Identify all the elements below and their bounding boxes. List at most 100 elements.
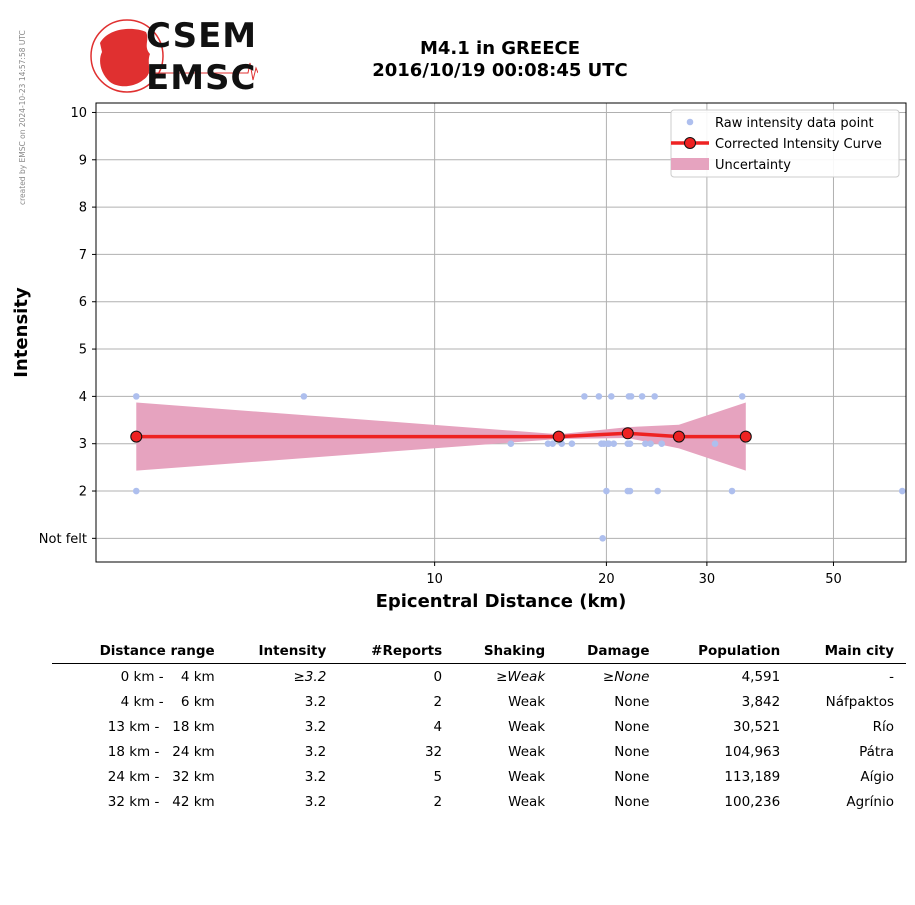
corrected-intensity-point — [672, 430, 685, 443]
y-tick-label: 8 — [79, 201, 87, 216]
raw-data-point — [728, 487, 736, 495]
intensity-chart: Not felt 2 3 4 5 6 7 8 9 10 10 20 30 50 Epicentral Di… — [11, 102, 907, 612]
plot-frame — [95, 102, 907, 563]
table-cell-range: 24 km - 32 km — [107, 768, 215, 785]
y-tick-label: 10 — [70, 106, 87, 121]
table-cell-intensity: ≥3.2 — [293, 668, 327, 685]
table-cell-range: 32 km - 42 km — [107, 793, 215, 810]
table-cell-damage: ≥None — [602, 668, 650, 685]
table-cell-population: 4,591 — [741, 668, 781, 685]
raw-data-point — [711, 440, 719, 448]
y-tick-label: 9 — [79, 153, 87, 168]
raw-data-point — [132, 393, 140, 400]
logo-text-emsc: EMSC — [146, 58, 257, 98]
table-row: 24 km - 32 km 3.2 5 Weak None 113,189 Aígio — [52, 764, 906, 789]
raw-data-point — [608, 393, 615, 400]
y-tick-label: 3 — [79, 437, 87, 452]
table-cell-range: 4 km - 6 km — [120, 693, 215, 710]
table-cell-range: 0 km - 4 km — [120, 668, 215, 685]
table-cell-range: 13 km - 18 km — [107, 718, 215, 735]
table-cell-shaking: Weak — [508, 718, 546, 735]
table-cell-intensity: 3.2 — [304, 768, 327, 785]
table-cell-shaking: Weak — [508, 693, 546, 710]
x-tick-label: 10 — [426, 572, 443, 587]
table-cell-damage: None — [614, 718, 650, 735]
raw-data-point — [651, 393, 658, 400]
raw-data-point — [610, 440, 618, 448]
raw-data-point — [507, 440, 515, 448]
raw-data-point — [647, 440, 654, 448]
table-row: 18 km - 24 km 3.2 32 Weak None 104,963 Pátra — [52, 739, 906, 764]
legend-curve-swatch-dot — [684, 137, 696, 149]
y-tick-label: 2 — [79, 485, 87, 500]
raw-data-point — [544, 440, 552, 448]
table-cell-city: Agrínio — [846, 793, 894, 810]
table-cell-damage: None — [614, 693, 650, 710]
table-cell-reports: 2 — [433, 793, 443, 810]
raw-data-point — [642, 440, 649, 448]
table-column-header: Shaking — [454, 640, 558, 664]
raw-data-point — [638, 393, 646, 400]
y-tick-label: 7 — [79, 248, 87, 263]
raw-data-point — [549, 440, 556, 448]
table-header-row: Distance range Intensity #Reports Shaking Da… — [52, 640, 906, 664]
table-cell-city: Aígio — [860, 768, 894, 785]
table-cell-population: 3,842 — [741, 693, 781, 710]
table-cell-city: Pátra — [859, 743, 894, 760]
logo-text-csem: CSEM — [146, 16, 258, 56]
raw-data-point — [898, 487, 906, 495]
chart-title: M4.1 in GREECE — [419, 38, 581, 59]
table-cell-reports: 32 — [424, 743, 443, 760]
raw-data-point — [595, 393, 603, 400]
curve-layer — [130, 427, 752, 443]
legend-uncertainty-label: Uncertainty — [715, 158, 791, 173]
table-cell-reports: 4 — [433, 718, 443, 735]
x-tick-label: 50 — [825, 572, 842, 587]
table-cell-intensity: 3.2 — [304, 793, 327, 810]
table-row: 32 km - 42 km 3.2 2 Weak None 100,236 Agrínio — [52, 789, 906, 814]
raw-data-point — [300, 393, 308, 400]
table-cell-intensity: 3.2 — [304, 743, 327, 760]
table-cell-intensity: 3.2 — [304, 718, 327, 735]
table-column-header: Damage — [557, 640, 662, 664]
table-column-header: Distance range — [52, 640, 227, 664]
raw-data-point — [654, 487, 662, 495]
table-cell-reports: 0 — [433, 668, 443, 685]
corrected-intensity-point — [552, 430, 565, 443]
raw-data-point — [624, 487, 632, 495]
grid-lines — [96, 103, 906, 562]
raw-data-point — [581, 393, 588, 400]
table-column-header: #Reports — [338, 640, 455, 664]
table-row: 0 km - 4 km ≥3.2 0 ≥Weak ≥None 4,591 - — [52, 664, 906, 690]
corrected-intensity-point — [621, 427, 634, 440]
table-cell-damage: None — [614, 768, 650, 785]
table-cell-population: 30,521 — [732, 718, 781, 735]
table-column-header: Intensity — [226, 640, 339, 664]
table-cell-population: 100,236 — [724, 793, 781, 810]
legend-raw-swatch — [686, 118, 694, 126]
raw-data-point — [603, 487, 610, 495]
csem-emsc-logo: CSEM EMSC — [88, 16, 258, 98]
table-column-header: Main city — [792, 640, 906, 664]
table-cell-reports: 5 — [433, 768, 443, 785]
chart-legend: Raw intensity data point Corrected Intens… — [670, 109, 900, 178]
table-cell-city: Río — [872, 718, 894, 735]
x-tick-label: 20 — [598, 572, 615, 587]
table-cell-shaking: Weak — [508, 743, 546, 760]
table-cell-range: 18 km - 24 km — [107, 743, 215, 760]
table-cell-damage: None — [614, 793, 650, 810]
raw-data-point — [626, 440, 634, 448]
table-cell-shaking: Weak — [508, 768, 546, 785]
raw-data-point — [658, 440, 666, 448]
corrected-intensity-point — [739, 430, 752, 443]
chart-subtitle: 2016/10/19 00:08:45 UTC — [372, 60, 628, 81]
raw-data-point — [738, 393, 746, 400]
raw-data-point — [604, 440, 611, 448]
table-cell-damage: None — [614, 743, 650, 760]
legend-curve-label: Corrected Intensity Curve — [715, 137, 882, 152]
y-axis-label: Intensity — [11, 287, 32, 378]
table-cell-shaking: Weak — [508, 793, 546, 810]
x-tick-label: 30 — [699, 572, 716, 587]
legend-uncertainty-swatch — [671, 158, 709, 170]
tick-layer: Not felt 2 3 4 5 6 7 8 9 10 10 20 30 50 — [39, 106, 842, 587]
